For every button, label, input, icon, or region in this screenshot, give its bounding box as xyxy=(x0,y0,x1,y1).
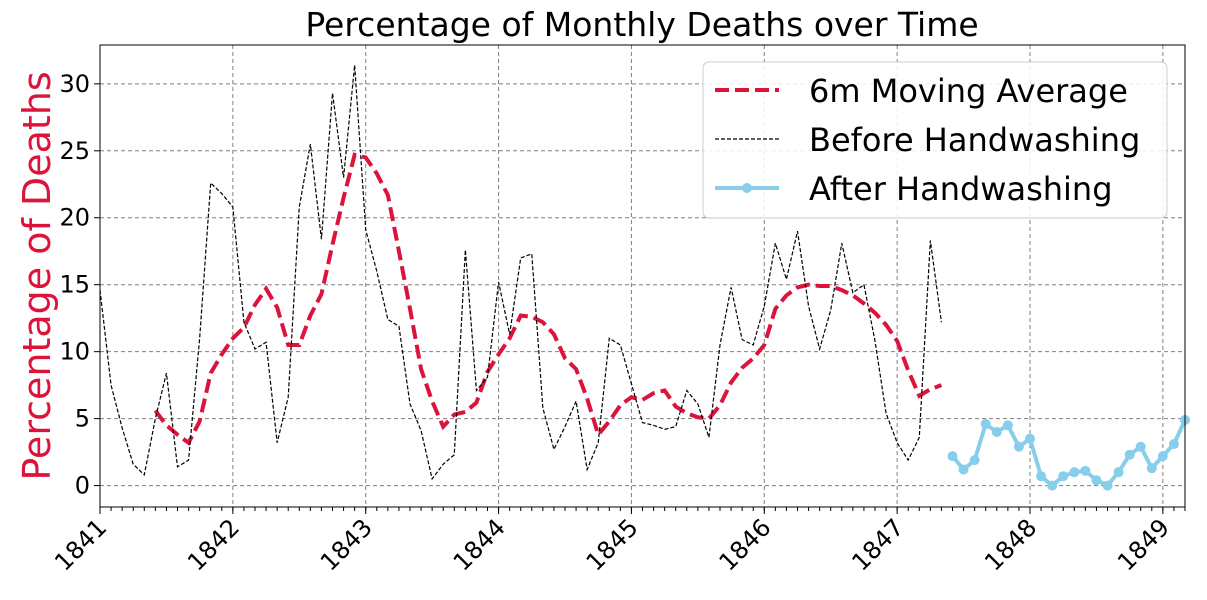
marker xyxy=(1080,465,1091,476)
marker xyxy=(980,418,991,429)
marker xyxy=(991,427,1002,438)
legend-label: Before Handwashing xyxy=(809,121,1140,159)
y-tick-label: 10 xyxy=(59,338,90,366)
x-tick-label: 1846 xyxy=(714,513,777,576)
y-tick-label: 30 xyxy=(59,70,90,98)
x-tick-label: 1847 xyxy=(846,513,909,576)
chart-title: Percentage of Monthly Deaths over Time xyxy=(305,5,978,44)
marker xyxy=(1069,467,1080,478)
marker xyxy=(1157,451,1168,462)
marker xyxy=(1124,449,1135,460)
marker xyxy=(1002,420,1013,431)
marker xyxy=(1047,480,1058,491)
plot-frame xyxy=(99,44,1186,508)
marker xyxy=(1102,480,1113,491)
marker xyxy=(947,451,958,462)
marker xyxy=(1113,467,1124,478)
marker xyxy=(1135,441,1146,452)
x-tick-label: 1841 xyxy=(49,513,112,576)
y-tick-label: 25 xyxy=(59,137,90,165)
marker xyxy=(1146,463,1157,474)
marker xyxy=(958,464,969,475)
marker xyxy=(1091,475,1102,486)
x-tick-label: 1845 xyxy=(581,513,644,576)
line-series xyxy=(950,419,1185,489)
y-tick-label: 20 xyxy=(59,204,90,232)
x-tick-label: 1843 xyxy=(315,513,378,576)
marker xyxy=(1036,471,1047,482)
x-tick-label: 1849 xyxy=(1112,513,1175,576)
marker xyxy=(1058,471,1069,482)
x-tick-label: 1844 xyxy=(448,513,511,576)
legend-label: 6m Moving Average xyxy=(809,72,1128,110)
y-tick-label: 0 xyxy=(75,472,90,500)
line-series xyxy=(100,65,943,481)
y-tick-label: 5 xyxy=(75,405,90,433)
marker xyxy=(1025,433,1035,444)
marker xyxy=(1013,441,1024,452)
legend-marker xyxy=(742,183,752,193)
y-axis-label: Percentage of Deaths xyxy=(15,71,59,480)
x-tick-label: 1848 xyxy=(979,513,1042,576)
y-tick-label: 15 xyxy=(59,271,90,299)
marker xyxy=(969,455,980,466)
x-tick-label: 1842 xyxy=(182,513,245,576)
marker xyxy=(1168,439,1179,450)
legend-label: After Handwashing xyxy=(809,170,1113,208)
legend-box xyxy=(702,61,1168,219)
